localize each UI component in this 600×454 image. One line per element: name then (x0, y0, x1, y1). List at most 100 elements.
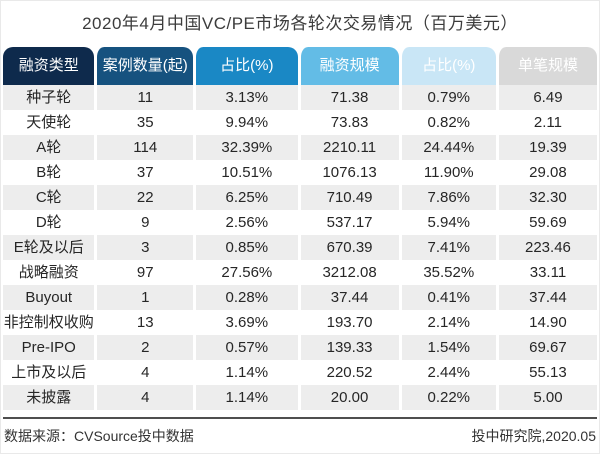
table-row: 天使轮 35 9.94% 73.83 0.82% 2.11 (3, 110, 597, 135)
table-row: A轮 114 32.39% 2210.11 24.44% 19.39 (3, 135, 597, 160)
cell-count-share: 1.14% (193, 360, 298, 385)
cell-size-share: 0.82% (398, 110, 496, 135)
cell-count-share: 27.56% (193, 260, 298, 285)
cell-count-share: 3.13% (193, 85, 298, 110)
cell-deal-size: 3212.08 (297, 260, 399, 285)
cell-count-share: 2.56% (193, 210, 298, 235)
cell-size-share: 2.14% (398, 310, 496, 335)
page-title: 2020年4月中国VC/PE市场各轮次交易情况（百万美元） (82, 14, 518, 33)
cell-deal-size: 670.39 (297, 235, 399, 260)
cell-round-type: 上市及以后 (11, 364, 87, 381)
cell-count-share: 1.14% (193, 385, 298, 410)
cell-deal-count: 4 (94, 360, 193, 385)
credit-label: 投中研究院,2020.05 (471, 428, 597, 444)
cell-deal-count: 4 (94, 385, 194, 410)
cell-avg-size: 2.11 (495, 110, 597, 135)
cell-deal-size: 220.52 (297, 360, 399, 385)
cell-round-type: A轮 (3, 135, 95, 160)
table-row: 上市及以后 4 1.14% 220.52 2.44% 55.13 (3, 360, 597, 385)
cell-size-share: 24.44% (398, 135, 496, 160)
cell-round-type: 未披露 (3, 385, 95, 410)
cell-avg-size: 37.44 (495, 285, 597, 310)
cell-size-share: 0.22% (398, 385, 496, 410)
header-avg-size: 单笔规模 (495, 47, 597, 85)
cell-deal-count: 35 (94, 110, 193, 135)
header-deal-size: 融资规模 (297, 47, 399, 85)
cell-count-share: 10.51% (193, 160, 298, 185)
cell-size-share: 7.41% (398, 235, 496, 260)
cell-count-share: 0.57% (193, 335, 298, 360)
footer: 数据来源：CVSource投中数据 投中研究院,2020.05 (3, 417, 597, 446)
cell-avg-size: 19.39 (495, 135, 597, 160)
cell-avg-size: 55.13 (495, 360, 597, 385)
cell-round-type: 非控制权收购 (3, 314, 94, 331)
cell-avg-size: 14.90 (495, 310, 597, 335)
table-row: B轮 37 10.51% 1076.13 11.90% 29.08 (3, 160, 597, 185)
cell-round-type: 天使轮 (26, 114, 72, 131)
cell-avg-size: 5.00 (495, 385, 597, 410)
cell-size-share: 5.94% (398, 210, 496, 235)
cell-deal-count: 114 (94, 135, 194, 160)
cell-deal-count: 22 (94, 185, 194, 210)
cell-avg-size: 69.67 (495, 335, 597, 360)
cell-size-share: 2.44% (398, 360, 496, 385)
header-deal-count: 案例数量(起) (94, 47, 194, 85)
cell-deal-size: 20.00 (297, 385, 399, 410)
cell-deal-size: 1076.13 (297, 160, 399, 185)
cell-round-type: Pre-IPO (3, 335, 95, 360)
cell-deal-size: 139.33 (297, 335, 399, 360)
cell-round-type: Buyout (3, 285, 95, 310)
cell-round-type: 种子轮 (3, 85, 95, 110)
cell-deal-size: 71.38 (297, 85, 399, 110)
cell-deal-size: 73.83 (297, 110, 399, 135)
cell-size-share: 35.52% (398, 260, 496, 285)
table-row: 种子轮 11 3.13% 71.38 0.79% 6.49 (3, 85, 597, 110)
cell-avg-size: 29.08 (495, 160, 597, 185)
table-header-row: 融资类型 案例数量(起) 占比(%) 融资规模 占比(%) 单笔规模 (3, 47, 597, 85)
cell-deal-count: 37 (94, 160, 193, 185)
cell-round-type: C轮 (3, 185, 95, 210)
cell-round-type: 战略融资 (18, 264, 79, 281)
cell-deal-count: 1 (94, 285, 194, 310)
cell-deal-count: 11 (94, 85, 194, 110)
cell-deal-size: 37.44 (297, 285, 399, 310)
table-row: Buyout 1 0.28% 37.44 0.41% 37.44 (3, 285, 597, 310)
cell-round-type: B轮 (36, 164, 62, 181)
cell-deal-count: 3 (94, 235, 194, 260)
cell-size-share: 7.86% (398, 185, 496, 210)
cell-round-type: D轮 (35, 214, 62, 231)
cell-avg-size: 32.30 (495, 185, 597, 210)
cell-deal-count: 13 (94, 310, 193, 335)
cell-deal-size: 537.17 (297, 210, 399, 235)
cell-avg-size: 223.46 (495, 235, 597, 260)
cell-deal-size: 193.70 (297, 310, 399, 335)
header-round-type: 融资类型 (3, 47, 95, 85)
cell-count-share: 0.85% (193, 235, 298, 260)
header-count-share: 占比(%) (193, 47, 298, 85)
cell-size-share: 0.41% (398, 285, 496, 310)
table-row: 未披露 4 1.14% 20.00 0.22% 5.00 (3, 385, 597, 410)
table-row: Pre-IPO 2 0.57% 139.33 1.54% 69.67 (3, 335, 597, 360)
header-size-share: 占比(%) (398, 47, 496, 85)
cell-deal-count: 2 (94, 335, 194, 360)
cell-deal-count: 9 (94, 210, 193, 235)
table-row: 战略融资 97 27.56% 3212.08 35.52% 33.11 (3, 260, 597, 285)
cell-deal-size: 710.49 (297, 185, 399, 210)
cell-avg-size: 33.11 (495, 260, 597, 285)
cell-size-share: 0.79% (398, 85, 496, 110)
data-table: 融资类型 案例数量(起) 占比(%) 融资规模 占比(%) 单笔规模 种子轮 1… (3, 47, 597, 410)
cell-size-share: 11.90% (398, 160, 496, 185)
cell-deal-size: 2210.11 (297, 135, 399, 160)
data-source-label: 数据来源：CVSource投中数据 (4, 428, 194, 444)
cell-count-share: 32.39% (193, 135, 298, 160)
table-row: 非控制权收购 13 3.69% 193.70 2.14% 14.90 (3, 310, 597, 335)
cell-size-share: 1.54% (398, 335, 496, 360)
table-row: E轮及以后 3 0.85% 670.39 7.41% 223.46 (3, 235, 597, 260)
table-row: D轮 9 2.56% 537.17 5.94% 59.69 (3, 210, 597, 235)
cell-avg-size: 59.69 (495, 210, 597, 235)
cell-count-share: 3.69% (193, 310, 298, 335)
cell-count-share: 9.94% (193, 110, 298, 135)
cell-deal-count: 97 (94, 260, 193, 285)
cell-round-type: E轮及以后 (3, 235, 95, 260)
